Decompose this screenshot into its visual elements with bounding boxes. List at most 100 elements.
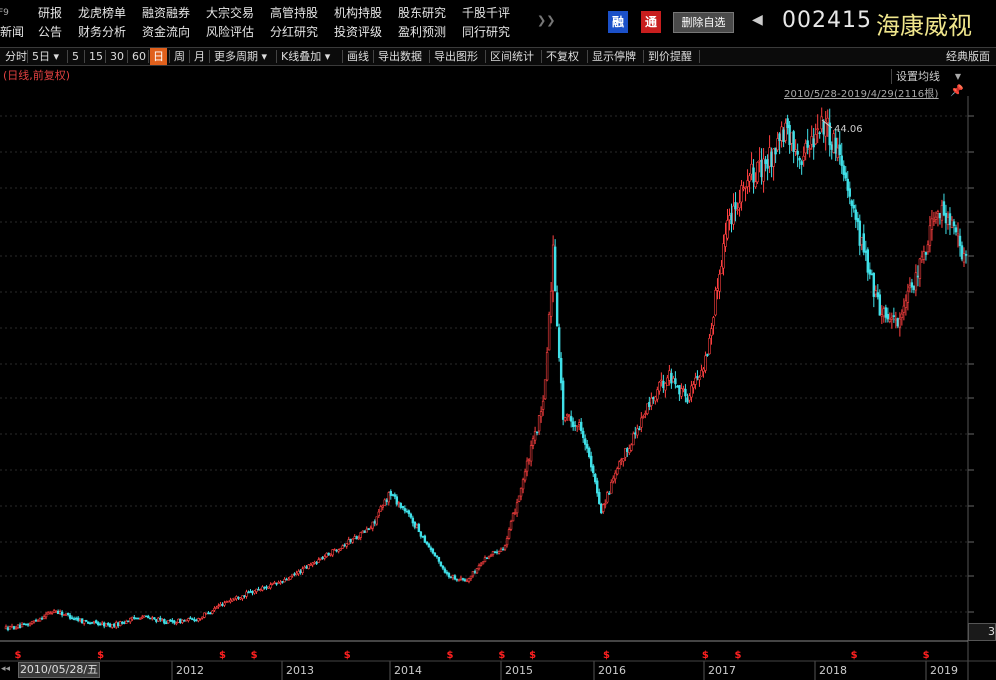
candle-body xyxy=(177,618,180,623)
nav-more-icon[interactable]: ❯❯ xyxy=(537,14,556,27)
candle-body xyxy=(167,620,170,624)
nav-link-2-5[interactable]: 分红研究 xyxy=(270,25,319,39)
toolbar-item-8[interactable]: 月 xyxy=(194,50,205,63)
candle-body xyxy=(109,623,112,628)
candle-body xyxy=(698,377,701,381)
remove-from-watchlist-button[interactable]: 删除自选 xyxy=(673,12,734,33)
nav-link-1[interactable]: 龙虎榜单 xyxy=(78,6,127,20)
candle-body xyxy=(648,401,651,407)
candle-body xyxy=(329,553,332,556)
nav-link-5[interactable]: 机构持股 xyxy=(334,6,383,20)
scroll-left-icon[interactable]: ◂◂ xyxy=(1,664,11,674)
f9-link[interactable]: F9 xyxy=(0,8,9,18)
toolbar-item-11[interactable]: 画线 xyxy=(347,50,369,63)
dividend-marker-9[interactable]: $ xyxy=(702,650,709,661)
candle-body xyxy=(539,411,543,418)
nav-link-6[interactable]: 股东研究 xyxy=(398,6,447,20)
candle-body xyxy=(455,578,459,581)
nav-link-2-4[interactable]: 风险评估 xyxy=(206,25,255,39)
toolbar-item-0[interactable]: 分时 xyxy=(5,50,27,63)
dividend-marker-1[interactable]: $ xyxy=(97,650,104,661)
candle-body xyxy=(211,610,214,614)
candle-body xyxy=(798,157,801,161)
toolbar-item-4[interactable]: 30 xyxy=(110,50,124,63)
nav-link-2-0[interactable]: 新闻 xyxy=(0,25,25,39)
prev-stock-arrow-icon[interactable]: ◀ xyxy=(752,12,763,28)
candle-body xyxy=(387,492,390,503)
candle-body xyxy=(333,549,336,551)
nav-link-4[interactable]: 高管持股 xyxy=(270,6,319,20)
candle-body xyxy=(584,438,587,445)
toolbar-item-10[interactable]: K线叠加 ▾ xyxy=(281,50,331,63)
toolbar-separator xyxy=(699,50,700,63)
dividend-marker-7[interactable]: $ xyxy=(529,650,536,661)
candle-body xyxy=(293,573,296,576)
toolbar-item-17[interactable]: 到价提醒 xyxy=(648,50,692,63)
pin-icon[interactable]: 📌 xyxy=(950,84,964,97)
nav-link-0[interactable]: 研报 xyxy=(38,6,63,20)
date-range-label[interactable]: 2010/5/28-2019/4/29(2116根) xyxy=(784,89,939,100)
candle-body xyxy=(235,596,238,600)
dividend-marker-4[interactable]: $ xyxy=(344,650,351,661)
nav-link-2-3[interactable]: 资金流向 xyxy=(142,25,191,39)
nav-link-2-2[interactable]: 财务分析 xyxy=(78,25,127,39)
candle-body xyxy=(904,300,908,308)
candle-body xyxy=(371,521,374,529)
candle-body xyxy=(331,549,334,556)
toolbar-item-5[interactable]: 60 xyxy=(132,50,146,63)
candle-body xyxy=(419,531,423,537)
nav-link-3[interactable]: 大宗交易 xyxy=(206,6,255,20)
dividend-marker-8[interactable]: $ xyxy=(603,650,610,661)
candle-body xyxy=(58,611,62,614)
toolbar-separator xyxy=(429,50,430,63)
toolbar-separator xyxy=(27,50,28,63)
candle-body xyxy=(962,253,966,263)
toolbar-item-16[interactable]: 显示停牌 xyxy=(592,50,636,63)
dividend-marker-6[interactable]: $ xyxy=(498,650,505,661)
nav-link-2-7[interactable]: 盈利预测 xyxy=(398,25,447,39)
candle-body xyxy=(902,305,906,313)
toolbar-separator xyxy=(643,50,644,63)
candle-body xyxy=(842,165,845,175)
toolbar-item-7[interactable]: 周 xyxy=(174,50,185,63)
candle-body xyxy=(920,256,924,261)
nav-link-2-8[interactable]: 同行研究 xyxy=(462,25,511,39)
candle-body xyxy=(88,622,92,625)
nav-link-2-1[interactable]: 公告 xyxy=(38,25,63,39)
candle-body xyxy=(758,160,761,162)
toolbar-item-6[interactable]: 日 xyxy=(150,48,167,65)
toolbar-item-9[interactable]: 更多周期 ▾ xyxy=(214,50,268,63)
kline-chart[interactable]: 44.06 $ $ $ $ $ $ $ $ $ $ $ $ $2012 2013 2014 2015 2016 20… xyxy=(0,96,996,680)
toolbar-item-15[interactable]: 不复权 xyxy=(546,50,579,63)
nav-link-2-6[interactable]: 投资评级 xyxy=(334,25,383,39)
start-date-badge: 2010/05/28/五 xyxy=(18,662,100,678)
candle-body xyxy=(746,180,749,188)
candle-body xyxy=(820,116,823,130)
toolbar-item-12[interactable]: 导出数据 xyxy=(378,50,422,63)
candle-body xyxy=(337,549,340,552)
classic-layout-button[interactable]: 经典版面 xyxy=(946,50,990,63)
candle-body xyxy=(724,233,727,247)
candle-body xyxy=(415,524,419,528)
toolbar-item-2[interactable]: 5 xyxy=(72,50,79,63)
candle-body xyxy=(664,383,667,391)
nav-link-7[interactable]: 千股千评 xyxy=(462,6,511,20)
x-tick-label-2: 2014 xyxy=(394,664,422,677)
dividend-marker-12[interactable]: $ xyxy=(923,650,930,661)
toolbar-item-13[interactable]: 导出图形 xyxy=(434,50,478,63)
candle-body xyxy=(942,201,946,216)
moving-average-setting-dropdown[interactable]: 设置均线 ▼ xyxy=(891,69,963,84)
dividend-marker-5[interactable]: $ xyxy=(447,650,454,661)
candle-body xyxy=(668,370,671,381)
toolbar-separator xyxy=(127,50,128,63)
dividend-marker-3[interactable]: $ xyxy=(251,650,258,661)
dividend-marker-11[interactable]: $ xyxy=(851,650,858,661)
dividend-marker-0[interactable]: $ xyxy=(15,650,22,661)
dividend-marker-10[interactable]: $ xyxy=(735,650,742,661)
toolbar-item-1[interactable]: 5日 ▾ xyxy=(32,50,60,63)
candle-body xyxy=(347,539,350,545)
toolbar-item-14[interactable]: 区间统计 xyxy=(490,50,534,63)
toolbar-item-3[interactable]: 15 xyxy=(89,50,103,63)
dividend-marker-2[interactable]: $ xyxy=(219,650,226,661)
nav-link-2[interactable]: 融资融券 xyxy=(142,6,191,20)
